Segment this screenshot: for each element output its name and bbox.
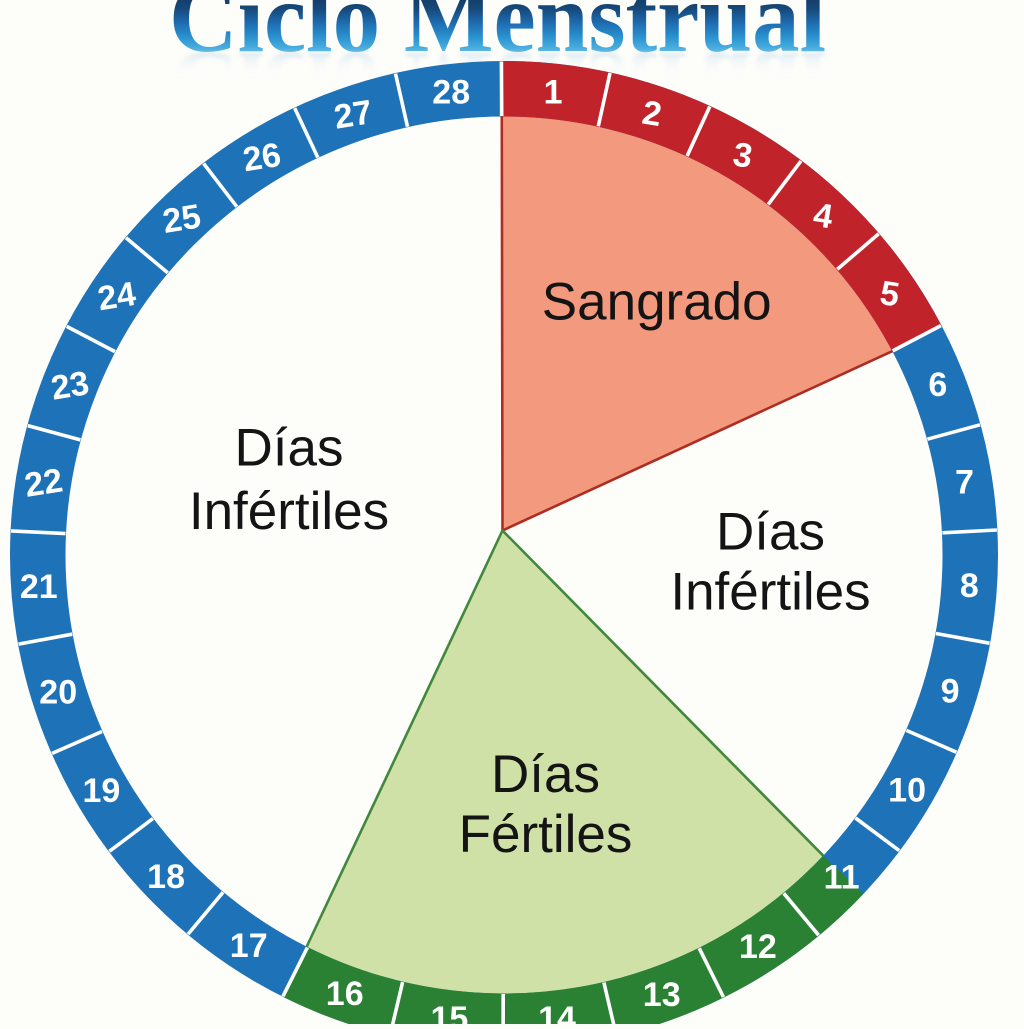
svg-text:Infértiles: Infértiles: [189, 482, 389, 541]
svg-text:8: 8: [960, 567, 979, 605]
svg-text:Fértiles: Fértiles: [459, 805, 633, 864]
svg-text:19: 19: [82, 772, 120, 810]
svg-text:14: 14: [538, 1000, 576, 1024]
svg-text:10: 10: [888, 771, 926, 809]
svg-text:27: 27: [332, 93, 375, 136]
svg-text:23: 23: [48, 364, 91, 407]
svg-text:13: 13: [643, 976, 681, 1014]
svg-text:20: 20: [39, 674, 77, 712]
svg-text:28: 28: [432, 74, 470, 112]
svg-text:22: 22: [22, 461, 65, 504]
svg-text:18: 18: [147, 858, 185, 896]
svg-text:9: 9: [941, 673, 960, 711]
svg-text:1: 1: [544, 73, 563, 111]
svg-text:6: 6: [928, 366, 947, 404]
svg-text:24: 24: [95, 275, 138, 318]
svg-text:12: 12: [739, 928, 777, 966]
svg-text:Infértiles: Infértiles: [670, 563, 870, 622]
svg-text:Días: Días: [491, 745, 600, 804]
svg-text:25: 25: [160, 197, 203, 240]
svg-text:Días: Días: [716, 503, 825, 562]
svg-text:16: 16: [326, 975, 364, 1013]
svg-text:17: 17: [230, 927, 268, 965]
svg-text:26: 26: [240, 136, 283, 179]
svg-text:15: 15: [430, 1000, 468, 1024]
svg-text:21: 21: [20, 568, 58, 606]
svg-text:Días: Días: [235, 419, 344, 478]
svg-text:11: 11: [824, 859, 860, 897]
svg-text:7: 7: [955, 463, 974, 501]
svg-text:Sangrado: Sangrado: [542, 273, 772, 332]
